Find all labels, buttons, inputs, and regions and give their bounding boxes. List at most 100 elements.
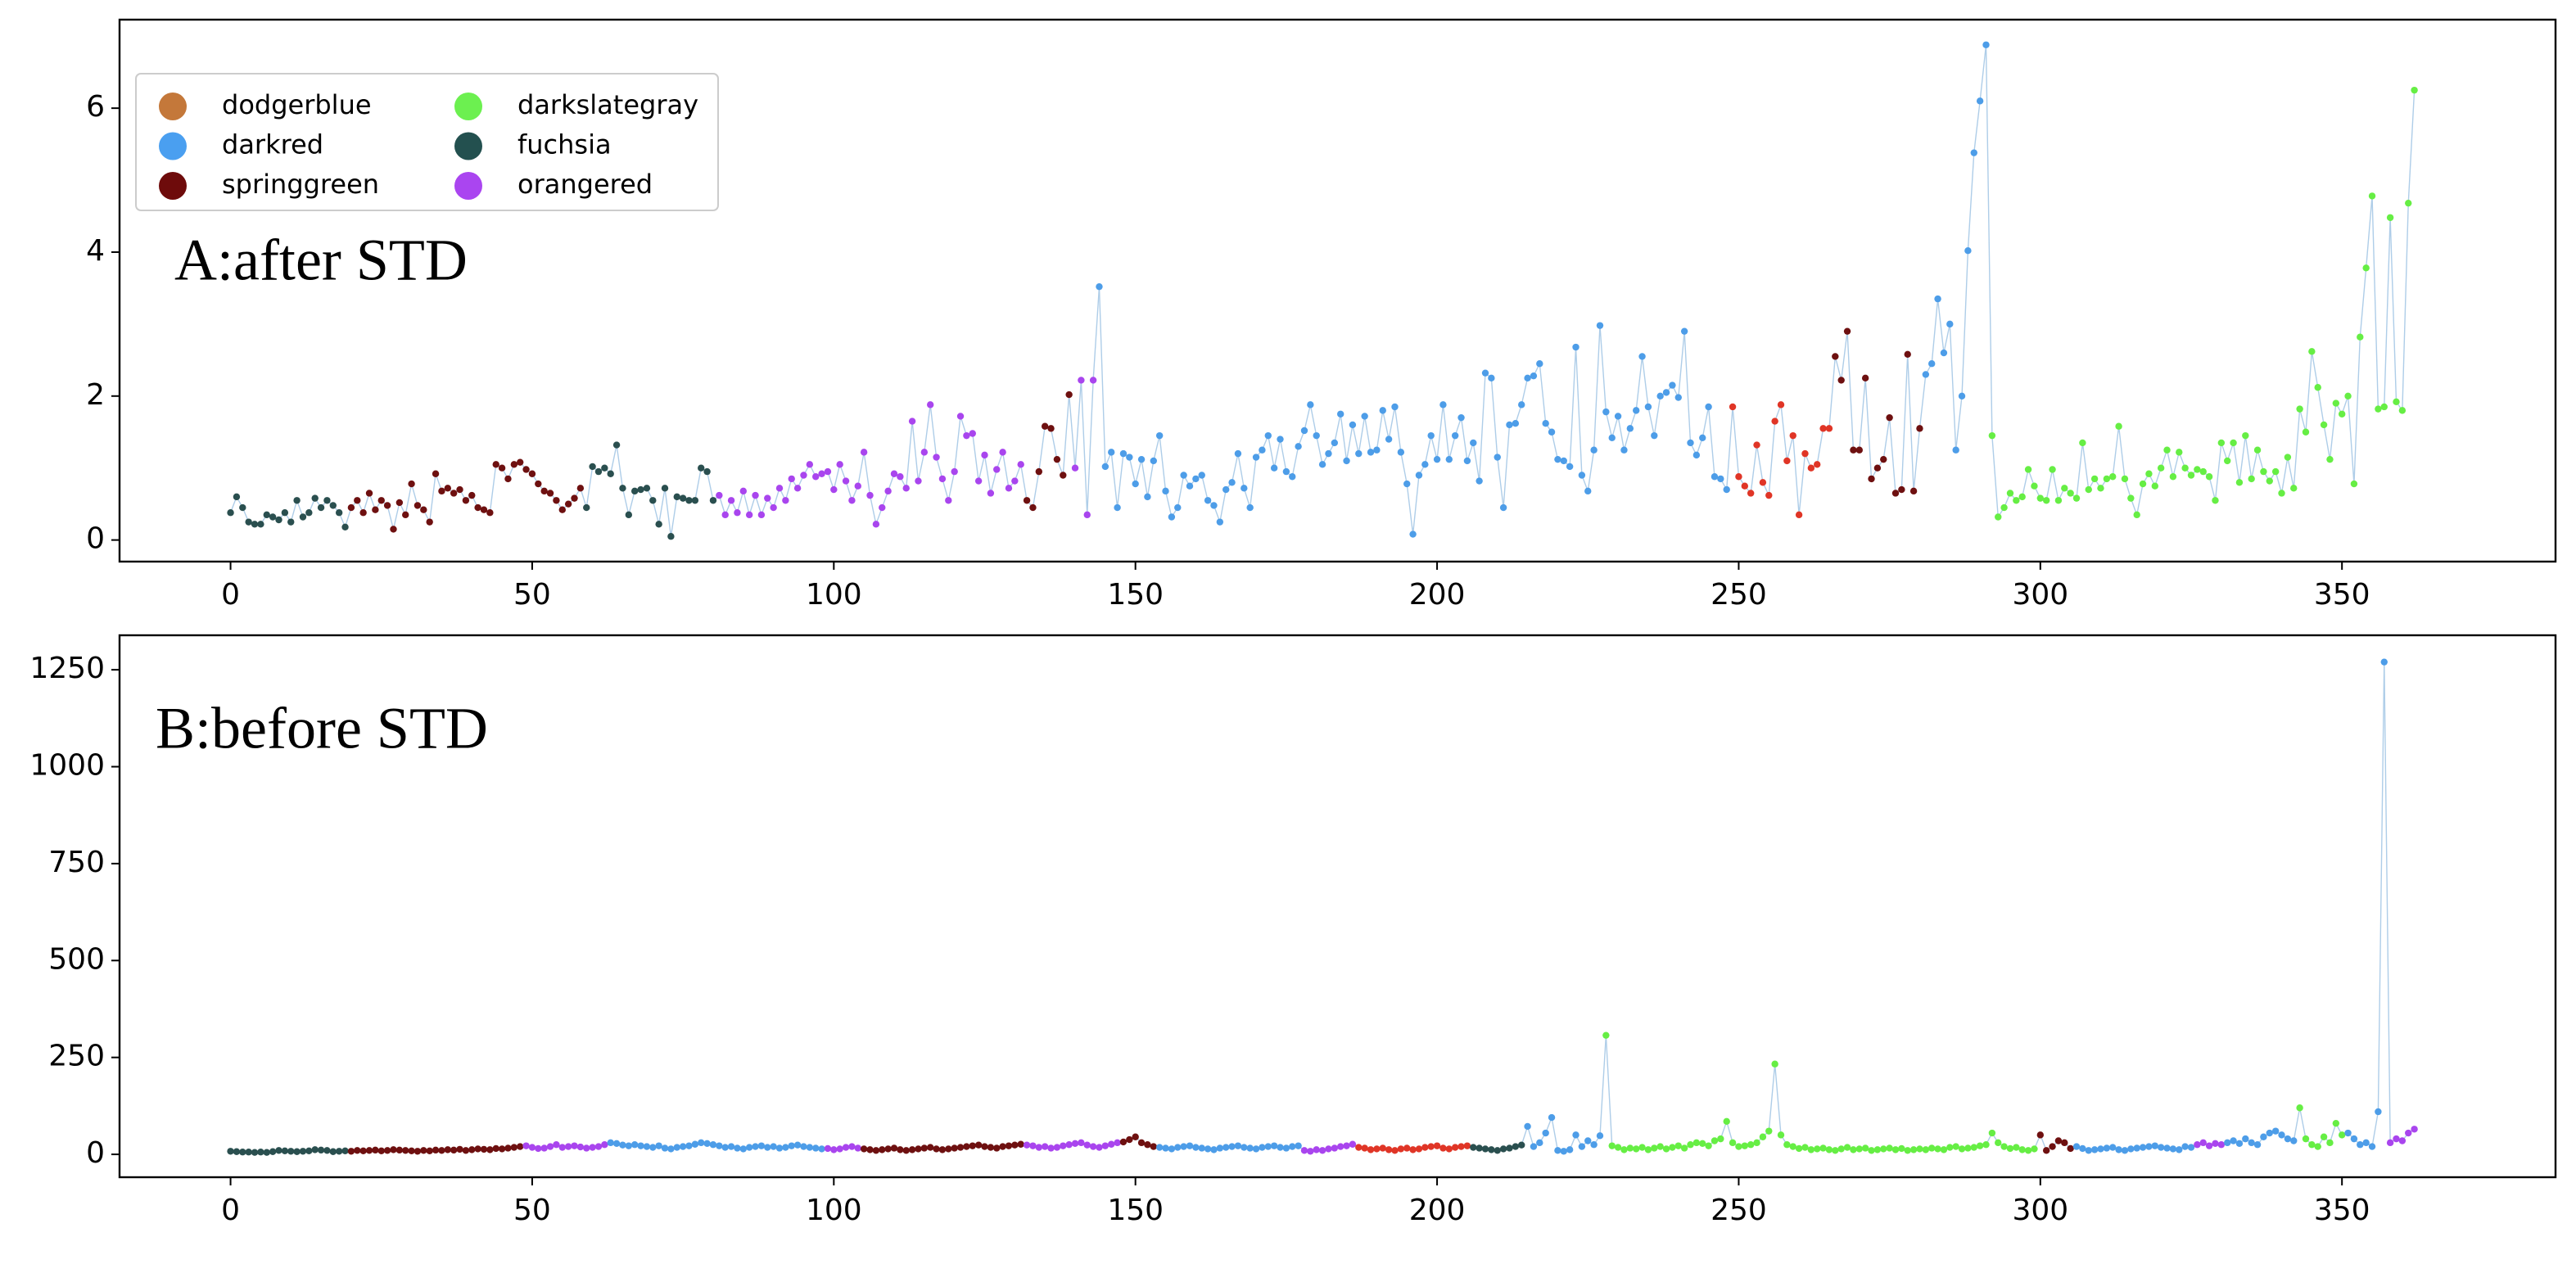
point: [275, 517, 282, 523]
point: [2290, 485, 2297, 491]
series-connector: [1093, 287, 1099, 380]
point: [1361, 1144, 1367, 1151]
point: [1597, 1132, 1603, 1139]
point: [662, 1144, 668, 1151]
point: [933, 1145, 939, 1152]
point: [1144, 1141, 1150, 1148]
point: [2357, 1141, 2363, 1148]
point: [1693, 1140, 1700, 1146]
point: [2122, 476, 2128, 482]
point: [2104, 476, 2110, 482]
point: [1060, 472, 1066, 478]
point: [2145, 1143, 2152, 1149]
series-line: [1099, 287, 1726, 534]
point: [318, 1147, 324, 1153]
point: [1638, 353, 1645, 359]
point: [499, 465, 505, 472]
point: [1029, 504, 1036, 511]
point: [1512, 420, 1519, 427]
point: [1892, 490, 1899, 496]
point: [1078, 1140, 1084, 1146]
point: [2037, 1131, 2044, 1138]
point: [1602, 1032, 1609, 1038]
point: [1036, 468, 1042, 475]
point: [2037, 494, 2044, 501]
point: [1403, 481, 1410, 487]
point: [1042, 423, 1048, 430]
point: [1898, 1145, 1905, 1152]
point: [474, 1145, 481, 1152]
point: [770, 504, 776, 511]
point: [667, 1145, 674, 1152]
point: [1783, 1141, 1790, 1148]
point: [1946, 321, 1953, 327]
point: [1844, 327, 1851, 334]
point: [1536, 1140, 1543, 1146]
point: [613, 441, 620, 448]
point: [553, 497, 559, 503]
point: [2315, 384, 2321, 390]
series-connector: [2294, 1108, 2299, 1140]
point: [818, 471, 825, 477]
y-tick-label: 750: [48, 846, 105, 879]
point: [1029, 1142, 1036, 1149]
point: [2375, 405, 2381, 412]
point: [2091, 1146, 2098, 1153]
point: [1518, 401, 1525, 408]
point: [2061, 485, 2068, 491]
point: [1241, 485, 1247, 491]
point: [1814, 461, 1820, 467]
point: [758, 512, 765, 518]
point: [1036, 1144, 1042, 1150]
point: [1427, 432, 1434, 439]
point: [1494, 454, 1501, 460]
point: [1524, 1123, 1530, 1130]
point: [825, 468, 831, 475]
point: [662, 485, 668, 491]
point: [2326, 1140, 2333, 1146]
point: [1138, 1140, 1145, 1146]
point: [1554, 456, 1561, 463]
point: [1253, 454, 1259, 460]
point: [463, 1147, 469, 1153]
point: [1615, 1144, 1621, 1150]
point: [1482, 369, 1489, 376]
series-line: [586, 445, 713, 537]
point: [1156, 432, 1163, 439]
point: [1192, 1144, 1199, 1150]
point: [1361, 413, 1367, 419]
point: [257, 1149, 264, 1155]
point: [481, 507, 487, 513]
point: [1132, 481, 1138, 487]
point: [975, 477, 982, 484]
point: [1548, 1114, 1555, 1121]
point: [359, 509, 366, 516]
point: [577, 1144, 584, 1150]
point: [1808, 1146, 1814, 1153]
point: [251, 1149, 258, 1155]
point: [2133, 1144, 2140, 1151]
point: [1114, 504, 1120, 511]
point: [1959, 393, 1965, 400]
point: [2079, 440, 2086, 446]
point: [1916, 1145, 1923, 1152]
point: [432, 1147, 439, 1153]
point: [2019, 1146, 2026, 1153]
point: [2061, 1140, 2068, 1146]
legend-label: dodgerblue: [222, 89, 372, 120]
point: [1724, 486, 1730, 493]
point: [667, 533, 674, 539]
point: [341, 1148, 348, 1154]
point: [1065, 391, 1072, 398]
point: [1995, 1140, 2001, 1146]
point: [432, 471, 439, 477]
point: [1271, 1142, 1277, 1149]
point: [975, 1141, 982, 1148]
point: [1047, 1144, 1054, 1151]
x-tick-label: 350: [2314, 1194, 2370, 1227]
point: [233, 494, 240, 500]
point: [1006, 485, 1012, 491]
point: [336, 509, 342, 516]
point: [1856, 447, 1863, 454]
point: [1403, 1144, 1410, 1151]
